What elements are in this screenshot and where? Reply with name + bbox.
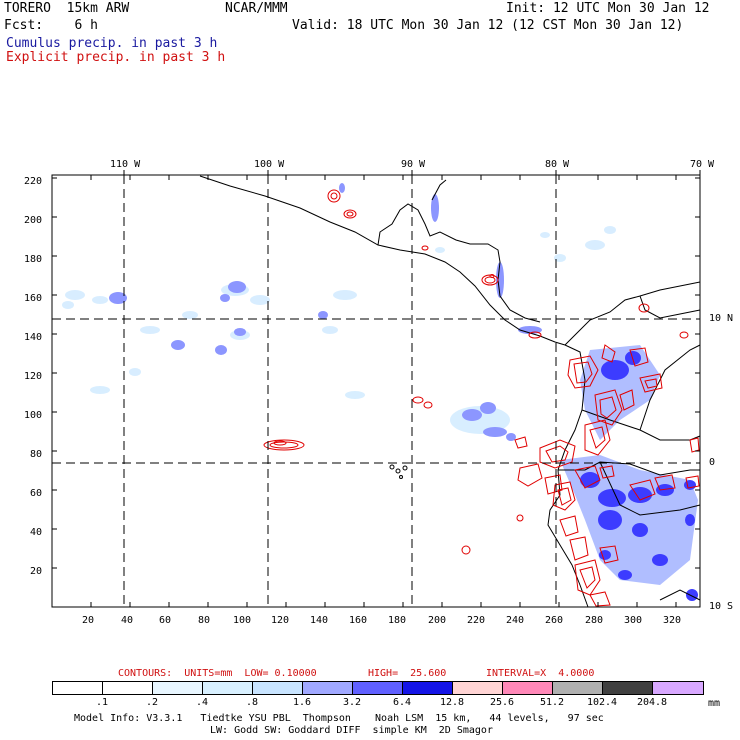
y-tick-label: 120 xyxy=(24,371,43,382)
valid-time: Valid: 18 UTC Mon 30 Jan 12 (12 CST Mon … xyxy=(292,18,684,33)
lon-label-90w: 90 W xyxy=(401,159,426,170)
colorbar-level-label: .8 xyxy=(245,697,259,708)
colorbar-level-label: .2 xyxy=(145,697,159,708)
lat-label-10s: 10 S xyxy=(709,601,734,612)
colorbar-swatch xyxy=(152,681,203,695)
colorbar-swatch xyxy=(252,681,303,695)
y-tick-label: 20 xyxy=(30,566,43,577)
colorbar-level-label: 6.4 xyxy=(392,697,412,708)
colorbar-swatch xyxy=(52,681,103,695)
org-label: NCAR/MMM xyxy=(225,1,288,16)
lat-label-0: 0 xyxy=(709,457,716,468)
contour-interval-label: INTERVAL=X 4.0000 xyxy=(486,668,595,679)
colorbar-level-label: 12.8 xyxy=(439,697,465,708)
y-tick-label: 160 xyxy=(24,293,43,304)
x-tick-label: 40 xyxy=(121,615,134,626)
model-info: Model Info: V3.3.1 Tiedtke YSU PBL Thomp… xyxy=(74,713,604,724)
forecast-hour: Fcst: 6 h xyxy=(4,18,98,33)
axis-ticks xyxy=(51,170,701,608)
model-title: TORERO 15km ARW xyxy=(4,1,130,16)
y-tick-label: 40 xyxy=(30,527,43,538)
colorbar-swatch xyxy=(202,681,253,695)
y-tick-label: 140 xyxy=(24,332,43,343)
legend-explicit: Explicit precip. in past 3 h xyxy=(6,50,226,65)
lat-label-10n: 10 N xyxy=(709,313,734,324)
map-frame xyxy=(51,174,701,608)
lon-label-70w: 70 W xyxy=(690,159,715,170)
model-physics: LW: Godd SW: Goddard DIFF simple KM 2D S… xyxy=(210,725,493,736)
x-tick-label: 280 xyxy=(585,615,604,626)
x-tick-label: 160 xyxy=(349,615,368,626)
contour-high-label: HIGH= 25.600 xyxy=(368,668,447,679)
colorbar-level-label: .4 xyxy=(195,697,209,708)
lon-label-100w: 100 W xyxy=(254,159,285,170)
lon-label-110w: 110 W xyxy=(110,159,141,170)
lon-label-80w: 80 W xyxy=(545,159,570,170)
colorbar-level-label: 1.6 xyxy=(292,697,312,708)
y-tick-label: 180 xyxy=(24,254,43,265)
x-tick-label: 260 xyxy=(545,615,564,626)
graticule xyxy=(52,175,700,607)
init-time: Init: 12 UTC Mon 30 Jan 12 xyxy=(506,1,710,16)
x-tick-label: 20 xyxy=(82,615,95,626)
x-tick-label: 320 xyxy=(663,615,682,626)
x-tick-label: 120 xyxy=(271,615,290,626)
explicit-precip-contours xyxy=(263,189,700,607)
colorbar-swatch xyxy=(502,681,553,695)
x-tick-label: 140 xyxy=(310,615,329,626)
colorbar-level-label: 3.2 xyxy=(342,697,362,708)
legend-cumulus: Cumulus precip. in past 3 h xyxy=(6,36,218,51)
x-tick-label: 300 xyxy=(624,615,643,626)
x-tick-label: 240 xyxy=(506,615,525,626)
x-tick-label: 180 xyxy=(388,615,407,626)
colorbar-swatch xyxy=(552,681,603,695)
colorbar-level-label: .1 xyxy=(95,697,109,708)
y-tick-label: 100 xyxy=(24,410,43,421)
colorbar-level-label: 204.8 xyxy=(636,697,668,708)
colorbar-swatch xyxy=(302,681,353,695)
colorbar-level-label: 102.4 xyxy=(586,697,618,708)
y-tick-label: 80 xyxy=(30,449,43,460)
colorbar-swatch xyxy=(352,681,403,695)
y-tick-label: 60 xyxy=(30,488,43,499)
colorbar-swatch xyxy=(102,681,153,695)
colorbar-unit: mm xyxy=(708,698,721,709)
colorbar-swatch xyxy=(652,681,704,695)
x-tick-label: 220 xyxy=(467,615,486,626)
colorbar-swatch xyxy=(452,681,503,695)
x-tick-label: 60 xyxy=(159,615,172,626)
x-tick-label: 100 xyxy=(233,615,252,626)
colorbar-swatch xyxy=(402,681,453,695)
colorbar-swatch xyxy=(602,681,653,695)
x-tick-label: 200 xyxy=(428,615,447,626)
contour-units-label: CONTOURS: UNITS=mm LOW= 0.10000 xyxy=(118,668,317,679)
colorbar-level-label: 25.6 xyxy=(489,697,515,708)
colorbar-level-label: 51.2 xyxy=(539,697,565,708)
y-tick-label: 200 xyxy=(24,215,43,226)
x-tick-label: 80 xyxy=(198,615,211,626)
y-tick-label: 220 xyxy=(24,176,43,187)
